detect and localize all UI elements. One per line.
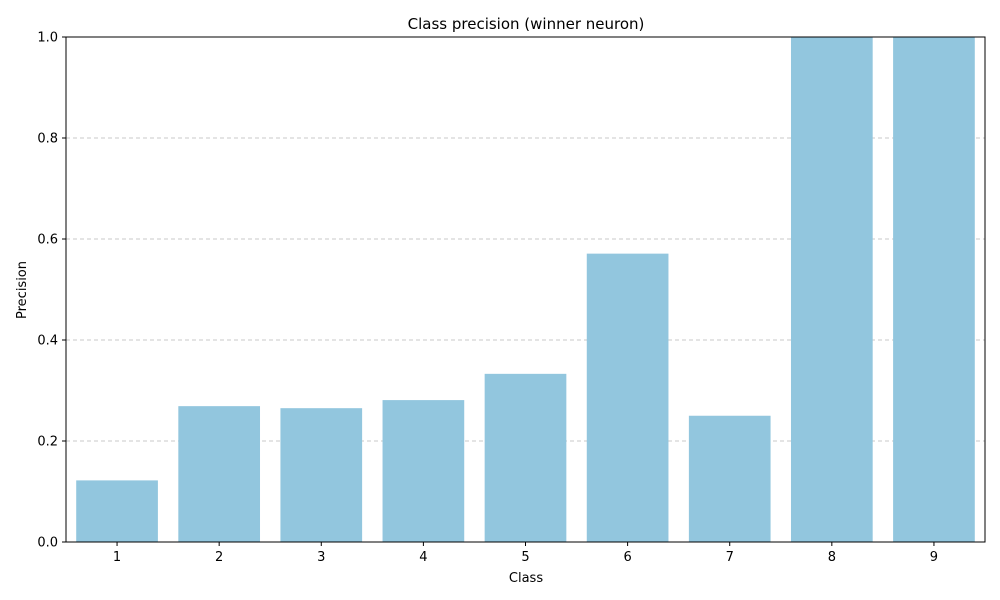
x-tick-label: 6 — [623, 550, 631, 565]
y-tick-label: 0.8 — [37, 132, 58, 147]
x-tick-label: 5 — [521, 550, 529, 565]
y-tick-label: 1.0 — [37, 31, 58, 46]
bar-class-8 — [790, 37, 873, 542]
y-tick-label: 0.2 — [37, 435, 58, 450]
y-axis-label: Precision — [15, 261, 30, 319]
bar-class-3 — [280, 408, 363, 542]
bar-class-7 — [688, 415, 771, 542]
y-tick-label: 0.0 — [37, 536, 58, 551]
y-tick-label: 0.4 — [37, 334, 58, 349]
bar-class-6 — [586, 253, 669, 542]
x-tick-label: 8 — [828, 550, 836, 565]
bar-class-2 — [178, 406, 261, 542]
x-tick-label: 9 — [930, 550, 938, 565]
bar-class-1 — [76, 480, 158, 542]
y-axis-ticks: 0.0 0.2 0.4 0.6 0.8 1.0 — [37, 31, 66, 551]
y-tick-label: 0.6 — [37, 233, 58, 248]
x-tick-label: 7 — [726, 550, 734, 565]
x-tick-label: 3 — [317, 550, 325, 565]
bar-class-4 — [382, 400, 465, 542]
x-tick-label: 1 — [113, 550, 121, 565]
bars — [76, 37, 975, 542]
bar-class-5 — [484, 373, 567, 542]
bar-class-9 — [893, 37, 975, 542]
x-axis-ticks: 1 2 3 4 5 6 7 8 9 — [113, 542, 938, 565]
x-tick-label: 2 — [215, 550, 223, 565]
x-axis-label: Class — [509, 571, 543, 586]
x-tick-label: 4 — [419, 550, 427, 565]
chart-title: Class precision (winner neuron) — [408, 15, 645, 33]
